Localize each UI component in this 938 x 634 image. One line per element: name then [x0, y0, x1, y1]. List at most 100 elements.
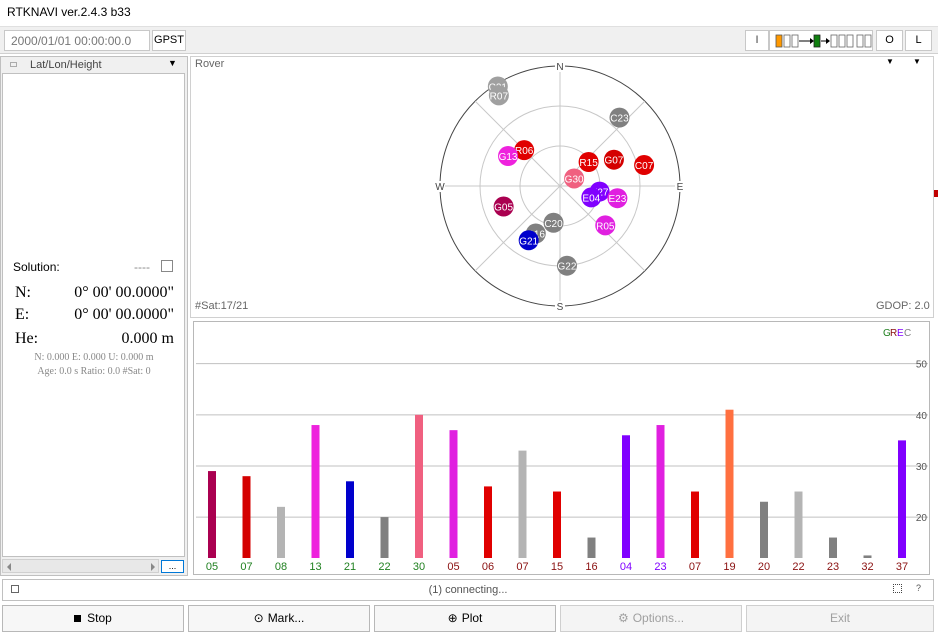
- satellite-C07: C07: [634, 155, 655, 176]
- snr-bar-1: [242, 476, 251, 558]
- snr-bar-16: [760, 501, 768, 558]
- snr-bar-17: [794, 491, 803, 558]
- satellite-label: C23: [610, 114, 629, 125]
- dir-east: E: [677, 182, 684, 193]
- solution-stats-enu: N: 0.000 E: 0.000 U: 0.000 m: [34, 352, 154, 363]
- satellite-label: G07: [604, 156, 623, 167]
- satellite-label: G13: [499, 152, 518, 163]
- chevron-down-icon[interactable]: ▼: [168, 58, 177, 68]
- snr-bar-0: [208, 471, 216, 558]
- satellite-marker: [578, 152, 599, 173]
- satellite-marker: [595, 215, 616, 236]
- edge-marker: [934, 190, 938, 197]
- solution-status: ----: [134, 260, 150, 274]
- time-display: 2000/01/01 00:00:00.0: [4, 30, 150, 51]
- exit-button[interactable]: Exit: [746, 605, 934, 632]
- snr-bar-20: [898, 440, 906, 558]
- legend-C: C: [904, 328, 911, 339]
- sat-count-label: #Sat:17/21: [195, 300, 249, 312]
- solution-status-indicator: [161, 260, 173, 272]
- satellite-marker: [518, 230, 539, 251]
- log-stream-button[interactable]: L: [905, 30, 932, 51]
- mark-button[interactable]: ⊙ Mark...: [188, 605, 370, 632]
- satellite-label: C20: [544, 219, 563, 230]
- satellite-G13: G13: [498, 146, 519, 166]
- status-indicator: [11, 585, 19, 593]
- options-button[interactable]: ⚙ Options...: [560, 605, 742, 632]
- legend-E: E: [897, 328, 904, 339]
- snr-bar-10: [553, 491, 561, 558]
- stop-button[interactable]: Stop: [2, 605, 184, 632]
- plot-icon: ⊕: [447, 611, 458, 625]
- status-message: (1) connecting...: [428, 584, 508, 596]
- lat-label: N:: [15, 284, 31, 301]
- stop-icon: [74, 615, 82, 623]
- satellite-label: R15: [579, 158, 598, 169]
- output-stream-button[interactable]: O: [876, 30, 903, 51]
- snr-grid: 20 30 40 50: [196, 360, 928, 524]
- input-stream-button[interactable]: I: [745, 30, 769, 51]
- snr-bar-8: [484, 486, 492, 558]
- satellite-R06: R06: [514, 140, 535, 161]
- help-icon[interactable]: ?: [916, 583, 922, 593]
- solution-label: Solution:: [13, 260, 60, 274]
- sat-prn-label: 32: [861, 561, 873, 573]
- position-format-select[interactable]: Lat/Lon/Height: [30, 59, 102, 71]
- sat-prn-label: 08: [275, 561, 287, 573]
- panel-menu-icon[interactable]: [10, 60, 18, 68]
- skyplot-options-icon[interactable]: ▼: [913, 57, 921, 66]
- plot-button[interactable]: ⊕ Plot: [374, 605, 556, 632]
- solution-stats-age: Age: 0.0 s Ratio: 0.0 #Sat: 0: [37, 366, 151, 377]
- solution-display: [2, 73, 185, 557]
- satellite-G05: G05: [493, 196, 514, 217]
- more-button[interactable]: ...: [161, 560, 184, 573]
- satellite-label: E23: [608, 194, 626, 205]
- mark-label: Mark...: [267, 611, 305, 625]
- snr-bar-9: [518, 450, 527, 558]
- gear-icon: ⚙: [617, 611, 629, 625]
- satellite-G30: G30: [564, 168, 585, 189]
- legend-G: G: [883, 328, 891, 339]
- sat-prn-label: 20: [758, 561, 770, 573]
- satellite-label: R05: [596, 221, 615, 232]
- y-tick-label: 20: [916, 513, 928, 524]
- snr-bar-19: [863, 555, 872, 558]
- satellite-marker: [498, 146, 519, 166]
- resize-icon[interactable]: [893, 584, 902, 593]
- satellite-label: E04: [582, 193, 600, 204]
- satellite-marker: [543, 212, 564, 233]
- time-system-button[interactable]: GPST: [152, 30, 186, 51]
- sat-prn-label: 15: [551, 561, 563, 573]
- skyplot-menu-icon[interactable]: ▼: [886, 57, 894, 66]
- satellite-marker: [603, 149, 624, 170]
- y-tick-label: 50: [916, 360, 928, 371]
- satellite-marker: [556, 255, 577, 276]
- satellite-label: G30: [565, 174, 584, 185]
- legend-R: R: [890, 328, 897, 339]
- snr-bar-7: [449, 430, 458, 558]
- satellite-marker: [564, 168, 585, 189]
- sat-prn-label: 30: [413, 561, 425, 573]
- satellite-label: G22: [558, 262, 577, 273]
- sat-prn-label: 07: [516, 561, 528, 573]
- lon-value: 0° 00' 00.0000": [74, 306, 174, 323]
- stream-indicator: [769, 30, 873, 51]
- sat-prn-label: 23: [827, 561, 839, 573]
- satellite-R15: R15: [578, 152, 599, 173]
- satellite-G21: G21: [518, 230, 539, 251]
- sat-prn-label: 07: [240, 561, 252, 573]
- satellite-R07: R07: [488, 85, 509, 106]
- satellite-label: G21: [519, 236, 538, 247]
- y-tick-label: 30: [916, 462, 928, 473]
- sat-prn-label: 16: [585, 561, 597, 573]
- sat-prn-label: 21: [344, 561, 356, 573]
- horizontal-scrollbar[interactable]: [2, 559, 159, 573]
- receiver-label: Rover: [195, 58, 225, 70]
- satellite-label: C07: [635, 161, 654, 172]
- snr-bar-4: [346, 481, 354, 558]
- azimuth-line: [474, 100, 646, 272]
- sat-prn-label: 23: [654, 561, 666, 573]
- satellite-marker: [607, 188, 628, 209]
- satellite-label: G05: [494, 203, 513, 214]
- snr-bar-2: [277, 506, 285, 558]
